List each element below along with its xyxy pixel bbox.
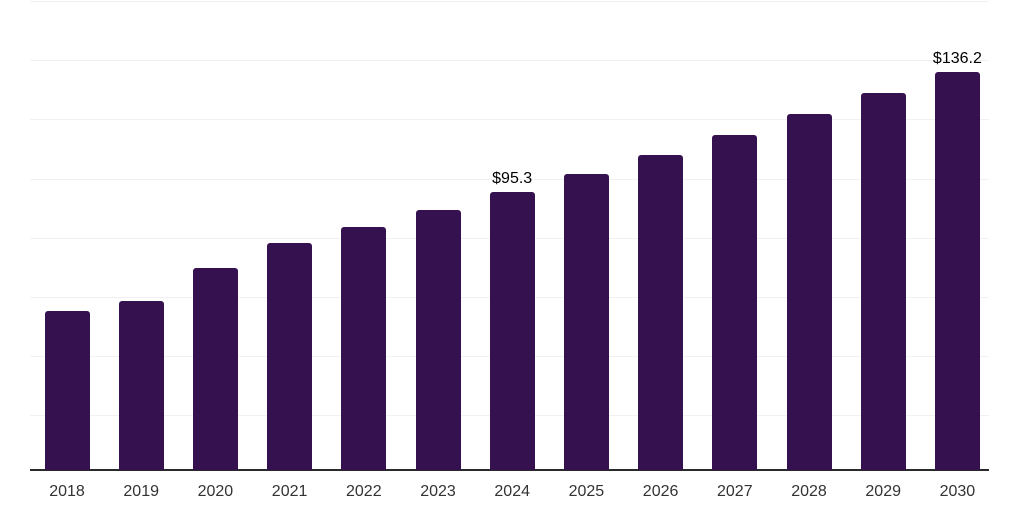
bar-2024 bbox=[489, 192, 535, 470]
bar-2025 bbox=[563, 173, 609, 470]
gridline bbox=[30, 119, 989, 121]
bar-2029 bbox=[860, 93, 906, 470]
x-axis-line bbox=[30, 469, 989, 471]
bar-2028 bbox=[786, 114, 832, 470]
bar-2020 bbox=[192, 267, 238, 470]
x-axis-label-2021: 2021 bbox=[271, 483, 308, 500]
bar-2027 bbox=[712, 134, 758, 470]
x-axis-label-2018: 2018 bbox=[49, 483, 85, 500]
x-axis-label-2029: 2029 bbox=[865, 483, 901, 500]
x-axis-label-2028: 2028 bbox=[791, 483, 827, 500]
gridline bbox=[30, 178, 989, 180]
x-axis-label-2025: 2025 bbox=[568, 483, 605, 500]
x-axis-label-2024: 2024 bbox=[494, 483, 530, 500]
x-axis-label-2019: 2019 bbox=[123, 483, 159, 500]
bar-2030 bbox=[934, 71, 980, 470]
value-label-2030: $136.2 bbox=[932, 49, 982, 67]
bar-2026 bbox=[638, 155, 684, 470]
gridline bbox=[30, 60, 989, 62]
bar-2021 bbox=[267, 242, 313, 470]
value-label-2024: $95.3 bbox=[492, 170, 533, 188]
bar-2022 bbox=[341, 226, 387, 470]
x-axis-label-2026: 2026 bbox=[642, 483, 679, 500]
gridline bbox=[30, 1, 989, 3]
x-axis-label-2030: 2030 bbox=[939, 483, 976, 500]
bar-2019 bbox=[118, 300, 164, 470]
x-axis-label-2027: 2027 bbox=[717, 483, 753, 500]
x-axis-label-2020: 2020 bbox=[197, 483, 234, 500]
x-axis-label-2022: 2022 bbox=[346, 483, 382, 500]
bar-2018 bbox=[44, 310, 90, 470]
bar-2023 bbox=[415, 209, 461, 470]
x-axis-label-2023: 2023 bbox=[420, 483, 456, 500]
